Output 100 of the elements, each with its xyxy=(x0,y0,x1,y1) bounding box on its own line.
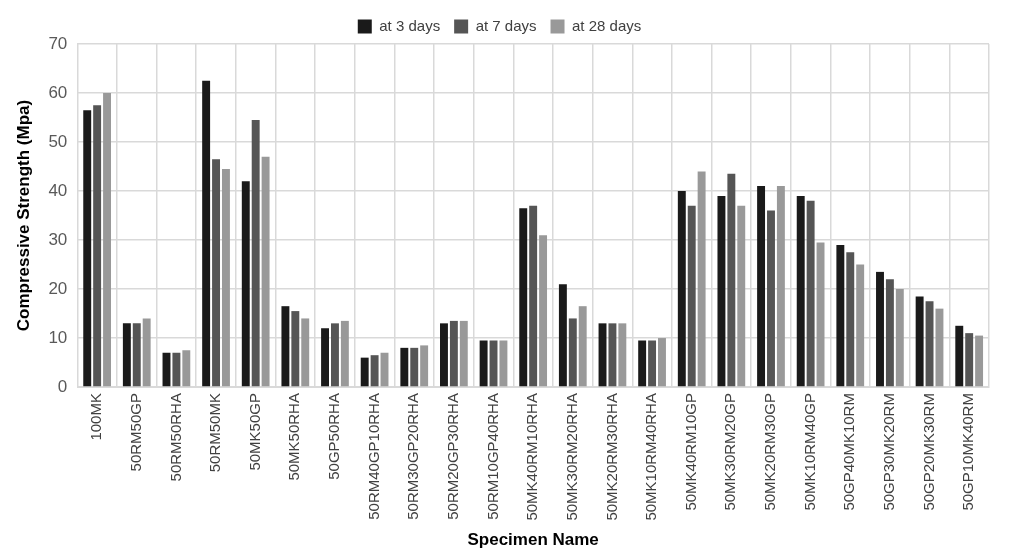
bar xyxy=(658,338,666,387)
y-tick-label: 70 xyxy=(48,33,68,53)
bar xyxy=(767,210,775,387)
bar xyxy=(291,311,300,387)
bar xyxy=(796,195,805,387)
bar xyxy=(212,159,221,387)
x-tick-label: 50RM20GP30RHA xyxy=(444,393,462,520)
legend-label: at 28 days xyxy=(572,16,642,34)
bar xyxy=(856,264,865,387)
bar xyxy=(935,308,944,387)
bar xyxy=(420,345,429,387)
x-tick-label: 50MK30RM20GP xyxy=(721,393,739,511)
x-tick-label: 50MK20RM30GP xyxy=(761,393,779,511)
legend-label: at 3 days xyxy=(379,16,441,34)
x-tick-label: 50GP20MK30RM xyxy=(919,393,937,511)
x-tick-label: 50RM30GP20RHA xyxy=(404,393,422,520)
x-tick-label: 50RM50RHA xyxy=(166,393,184,482)
bar xyxy=(202,80,211,387)
x-tick-label: 50GP30MK20RM xyxy=(880,393,898,511)
bar xyxy=(806,200,815,387)
bar xyxy=(340,320,349,387)
bar xyxy=(459,320,468,387)
y-tick-label: 10 xyxy=(48,327,68,347)
x-tick-label: 50GP50RHA xyxy=(325,393,343,480)
legend-label: at 7 days xyxy=(475,16,537,34)
bar xyxy=(648,340,657,387)
bar xyxy=(331,323,339,387)
x-tick-label: 50MK10RM40GP xyxy=(800,393,818,511)
bar xyxy=(83,110,92,387)
bar xyxy=(885,279,894,387)
bar xyxy=(370,355,379,387)
y-tick-label: 40 xyxy=(48,180,68,200)
bar xyxy=(142,318,151,387)
x-tick-label: 50RM50MK xyxy=(206,393,224,473)
bar xyxy=(965,333,974,387)
bar xyxy=(895,289,904,387)
x-tick-label: 50MK50GP xyxy=(245,393,263,471)
bar xyxy=(608,323,617,387)
bar xyxy=(261,156,270,387)
bar xyxy=(687,205,696,387)
y-tick-label: 20 xyxy=(48,278,68,298)
bar xyxy=(638,340,647,387)
x-tick-label: 50MK30RM20RHA xyxy=(562,393,580,521)
bar xyxy=(449,320,458,387)
x-tick-label: 50RM50GP xyxy=(126,393,144,472)
bar xyxy=(519,208,528,387)
bar xyxy=(578,306,587,387)
bar xyxy=(172,352,181,387)
bar xyxy=(737,205,746,387)
bar xyxy=(529,205,538,387)
bar xyxy=(757,186,766,387)
x-tick-label: 50GP10MK40RM xyxy=(959,393,977,511)
x-tick-label: 50MK50RHA xyxy=(285,393,303,481)
bar xyxy=(558,284,567,387)
y-tick-label: 30 xyxy=(48,229,68,249)
bar xyxy=(568,318,577,387)
bar xyxy=(915,296,924,387)
bar xyxy=(479,340,488,387)
bar xyxy=(103,93,111,387)
bar xyxy=(836,244,845,387)
bar xyxy=(93,105,102,387)
bar xyxy=(697,171,706,387)
bar xyxy=(975,335,984,387)
bar xyxy=(400,347,409,387)
bar xyxy=(251,119,260,387)
bar xyxy=(776,186,785,387)
y-tick-label: 50 xyxy=(48,131,68,151)
bar xyxy=(360,357,369,387)
bar xyxy=(321,328,330,387)
bar xyxy=(132,323,141,387)
bar xyxy=(182,350,191,387)
bar xyxy=(727,173,736,387)
bar xyxy=(876,271,884,387)
x-tick-label: 100MK xyxy=(87,393,105,441)
bar xyxy=(846,252,855,387)
x-tick-label: 50GP40MK10RM xyxy=(840,393,858,511)
bar xyxy=(955,325,964,387)
bar xyxy=(717,195,726,387)
bar xyxy=(122,323,131,387)
bar xyxy=(499,340,508,387)
y-axis-title: Compressive Strength (Mpa) xyxy=(13,99,33,332)
bar xyxy=(539,235,548,387)
bar xyxy=(221,168,230,387)
bar xyxy=(925,301,934,387)
bar xyxy=(301,318,310,387)
x-tick-label: 50RM10GP40RHA xyxy=(483,393,501,520)
bar xyxy=(618,323,627,387)
x-axis-title: Specimen Name xyxy=(467,530,599,550)
x-tick-label: 50MK20RM30RHA xyxy=(602,393,620,521)
bar xyxy=(440,323,448,387)
y-tick-label: 0 xyxy=(57,376,68,396)
bar xyxy=(410,347,419,387)
x-tick-label: 50MK40RM10GP xyxy=(681,393,699,511)
x-tick-label: 50RM40GP10RHA xyxy=(364,393,382,520)
x-tick-label: 50MK10RM40RHA xyxy=(642,393,660,521)
bar xyxy=(281,306,290,387)
bar xyxy=(241,181,250,387)
x-tick-label: 50MK40RM10RHA xyxy=(523,393,541,521)
y-tick-label: 60 xyxy=(48,82,68,102)
bar xyxy=(677,191,686,387)
